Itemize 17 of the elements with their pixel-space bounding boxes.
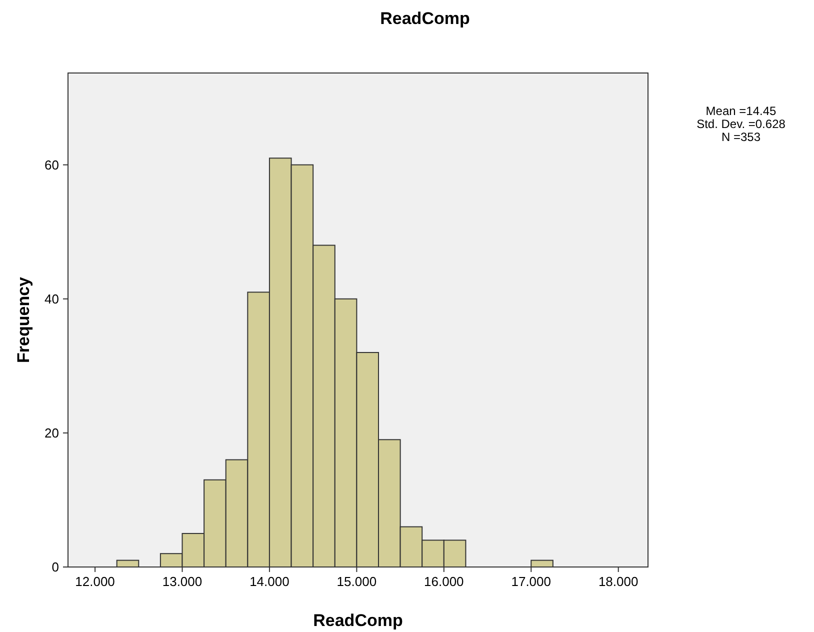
x-tick-label: 18.000 bbox=[598, 574, 638, 589]
y-tick-label: 60 bbox=[44, 157, 59, 172]
x-tick-label: 13.000 bbox=[162, 574, 202, 589]
y-tick-label: 40 bbox=[44, 291, 59, 306]
x-tick-label: 14.000 bbox=[250, 574, 290, 589]
x-tick-label: 17.000 bbox=[511, 574, 552, 589]
text: Std. Dev. =0.628 bbox=[696, 117, 786, 131]
y-axis-title: Frequency bbox=[14, 276, 33, 363]
text: N =353 bbox=[721, 130, 761, 144]
chart-title: ReadComp bbox=[380, 9, 470, 28]
x-tick-label: 16.000 bbox=[424, 574, 464, 589]
y-tick-label: 0 bbox=[52, 560, 59, 574]
x-tick-label: 15.000 bbox=[336, 574, 377, 589]
text: Mean =14.45 bbox=[706, 104, 777, 118]
x-tick-label: 12.000 bbox=[75, 574, 115, 589]
y-tick-label: 20 bbox=[44, 425, 59, 440]
x-axis-title: ReadComp bbox=[313, 611, 403, 630]
